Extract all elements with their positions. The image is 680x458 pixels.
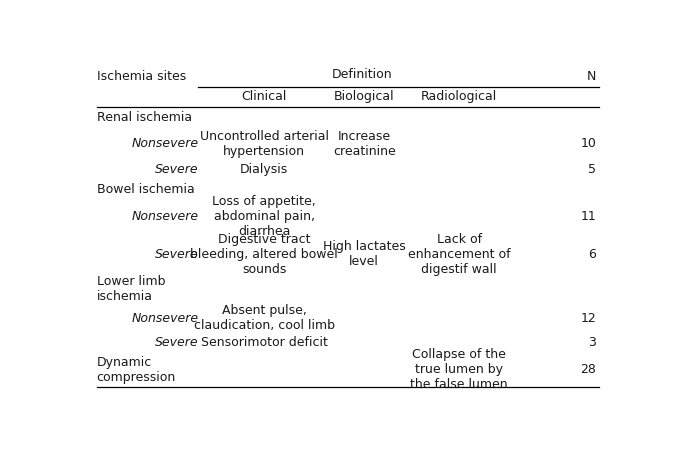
Text: Clinical: Clinical bbox=[241, 90, 287, 104]
Text: Nonsevere: Nonsevere bbox=[131, 137, 199, 150]
Text: Dynamic
compression: Dynamic compression bbox=[97, 355, 176, 383]
Text: 3: 3 bbox=[588, 336, 596, 349]
Text: 6: 6 bbox=[588, 248, 596, 261]
Text: Nonsevere: Nonsevere bbox=[131, 210, 199, 223]
Text: Digestive tract
bleeding, altered bowel
sounds: Digestive tract bleeding, altered bowel … bbox=[190, 233, 338, 276]
Text: Lack of
enhancement of
digestif wall: Lack of enhancement of digestif wall bbox=[408, 233, 511, 276]
Text: Severe: Severe bbox=[154, 336, 199, 349]
Text: Increase
creatinine: Increase creatinine bbox=[333, 130, 396, 158]
Text: High lactates
level: High lactates level bbox=[323, 240, 406, 268]
Text: 12: 12 bbox=[581, 311, 596, 325]
Text: Lower limb
ischemia: Lower limb ischemia bbox=[97, 275, 165, 303]
Text: Absent pulse,
claudication, cool limb: Absent pulse, claudication, cool limb bbox=[194, 304, 335, 332]
Text: Uncontrolled arterial
hypertension: Uncontrolled arterial hypertension bbox=[200, 130, 328, 158]
Text: Loss of appetite,
abdominal pain,
diarrhea: Loss of appetite, abdominal pain, diarrh… bbox=[212, 195, 316, 238]
Text: Biological: Biological bbox=[334, 90, 394, 104]
Text: Severe: Severe bbox=[154, 248, 199, 261]
Text: 11: 11 bbox=[581, 210, 596, 223]
Text: Definition: Definition bbox=[331, 68, 392, 82]
Text: Nonsevere: Nonsevere bbox=[131, 311, 199, 325]
Text: Renal ischemia: Renal ischemia bbox=[97, 111, 192, 124]
Text: Severe: Severe bbox=[154, 163, 199, 176]
Text: Dialysis: Dialysis bbox=[240, 163, 288, 176]
Text: Collapse of the
true lumen by
the false lumen: Collapse of the true lumen by the false … bbox=[410, 348, 508, 391]
Text: Bowel ischemia: Bowel ischemia bbox=[97, 183, 194, 196]
Text: 10: 10 bbox=[580, 137, 596, 150]
Text: Sensorimotor deficit: Sensorimotor deficit bbox=[201, 336, 328, 349]
Text: Ischemia sites: Ischemia sites bbox=[97, 70, 186, 82]
Text: 28: 28 bbox=[580, 363, 596, 376]
Text: N: N bbox=[587, 70, 596, 82]
Text: Radiological: Radiological bbox=[421, 90, 497, 104]
Text: 5: 5 bbox=[588, 163, 596, 176]
